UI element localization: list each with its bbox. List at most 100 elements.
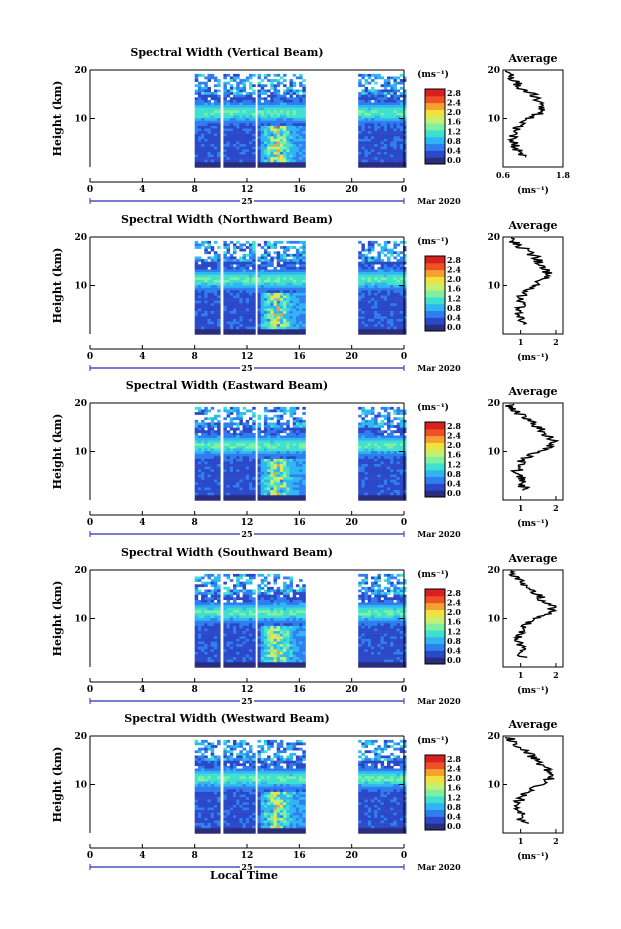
heatmap-cell	[399, 432, 404, 436]
heatmap-cell	[194, 430, 199, 434]
heatmap-cell	[204, 290, 208, 294]
heatmap-cell	[236, 107, 240, 111]
heatmap-cell	[217, 125, 221, 129]
heatmap-cell	[273, 279, 277, 283]
heatmap-cell	[383, 136, 388, 140]
heatmap-cell	[299, 251, 303, 255]
heatmap-cell	[194, 240, 199, 244]
heatmap-cell	[390, 290, 394, 294]
heatmap-cell	[223, 84, 227, 88]
heatmap-cell	[371, 118, 375, 121]
heatmap-cell	[358, 469, 362, 473]
heatmap-cell	[252, 313, 256, 317]
average-frame	[502, 69, 564, 168]
heatmap-cell	[249, 243, 253, 247]
heatmap-cell	[289, 308, 293, 312]
heatmap-cell	[399, 123, 404, 127]
heatmap-cell	[390, 482, 394, 486]
heatmap-cell	[197, 274, 202, 278]
heatmap-cell	[396, 318, 401, 322]
heatmap-cell	[276, 94, 281, 98]
heatmap-cell	[245, 458, 250, 462]
heatmap-cell	[213, 430, 218, 434]
heatmap-cell	[223, 435, 227, 439]
heatmap-cell	[249, 162, 253, 166]
heatmap-cell	[223, 73, 227, 77]
heatmap-cell	[361, 451, 365, 454]
heatmap-cell	[223, 272, 227, 275]
heatmap-cell	[286, 120, 290, 124]
heatmap-cell	[197, 115, 202, 119]
heatmap-cell	[390, 89, 394, 93]
heatmap-cell	[292, 308, 297, 312]
heatmap-cell	[387, 269, 391, 273]
heatmap-cell	[383, 277, 388, 281]
heatmap-cell	[239, 414, 243, 418]
heatmap-cell	[364, 456, 369, 460]
heatmap-cell	[217, 318, 221, 322]
heatmap-cell	[270, 300, 274, 304]
heatmap-cell	[387, 151, 391, 155]
heatmap-cell	[197, 471, 202, 475]
heatmap-cell	[223, 490, 227, 493]
heatmap-cell	[226, 484, 231, 488]
heatmap-cell	[210, 612, 215, 616]
heatmap-cell	[358, 279, 362, 283]
heatmap-cell	[207, 599, 211, 603]
heatmap-cell	[245, 118, 250, 121]
heatmap-cell	[383, 303, 388, 307]
heatmap-cell	[292, 466, 297, 470]
heatmap-cell	[371, 443, 375, 447]
heatmap-cell	[292, 157, 297, 160]
heatmap-cell	[249, 308, 253, 312]
heatmap-cell	[260, 164, 265, 168]
heatmap-cell	[217, 133, 221, 137]
heatmap-cell	[267, 115, 271, 119]
heatmap-cell	[210, 308, 215, 312]
heatmap-cell	[260, 138, 265, 142]
heatmap-cell	[226, 146, 231, 150]
heatmap-cell	[383, 300, 388, 304]
heatmap-cell	[383, 264, 388, 268]
heatmap-cell	[358, 482, 362, 486]
heatmap-cell	[263, 115, 268, 119]
heatmap-cell	[403, 316, 407, 320]
heatmap-cell	[295, 490, 300, 493]
heatmap-cell	[377, 141, 381, 145]
heatmap-cell	[242, 159, 247, 163]
heatmap-cell	[226, 131, 231, 134]
heatmap-cell	[242, 313, 247, 317]
heatmap-cell	[292, 313, 297, 317]
heatmap-cell	[210, 329, 215, 333]
heatmap-cell	[283, 409, 287, 413]
heatmap-cell	[260, 448, 265, 452]
heatmap-cell	[242, 477, 247, 480]
heatmap-cell	[194, 461, 199, 465]
heatmap-cell	[403, 305, 407, 309]
heatmap-cell	[267, 477, 271, 480]
heatmap-cell	[295, 461, 300, 465]
heatmap-cell	[387, 406, 391, 410]
heatmap-cell	[387, 133, 391, 137]
heatmap-cell	[197, 406, 202, 410]
heatmap-cell	[403, 131, 407, 134]
heatmap-cell	[276, 448, 281, 452]
heatmap-cell	[387, 256, 391, 260]
heatmap-cell	[242, 274, 247, 278]
heatmap-cell	[229, 298, 234, 301]
heatmap-cell	[361, 164, 365, 168]
heatmap-cell	[403, 419, 407, 423]
heatmap-cell	[295, 484, 300, 488]
heatmap-cell	[279, 298, 284, 301]
heatmap-cell	[380, 448, 385, 452]
heatmap-cell	[236, 272, 240, 275]
heatmap-cell	[279, 287, 284, 291]
heatmap-cell	[201, 102, 205, 106]
heatmap-cell	[383, 112, 388, 116]
colorbar-frame	[424, 88, 446, 165]
heatmap-cell	[358, 305, 362, 309]
heatmap-cell	[242, 290, 247, 294]
heatmap-cell	[252, 131, 256, 134]
heatmap-cell	[260, 440, 265, 444]
heatmap-cell	[236, 414, 240, 418]
